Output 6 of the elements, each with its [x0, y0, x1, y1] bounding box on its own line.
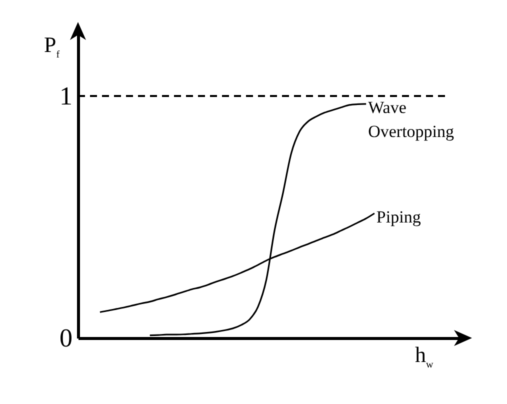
x-axis-title: h$_{w}$	[415, 342, 434, 370]
series-label: Wave Overtopping	[368, 98, 455, 141]
y-tick-label: 0	[60, 324, 72, 352]
y-tick-label: 1	[60, 81, 72, 110]
series-label: Piping	[376, 207, 422, 226]
y-axis-title: P$_{f}$	[44, 32, 60, 60]
